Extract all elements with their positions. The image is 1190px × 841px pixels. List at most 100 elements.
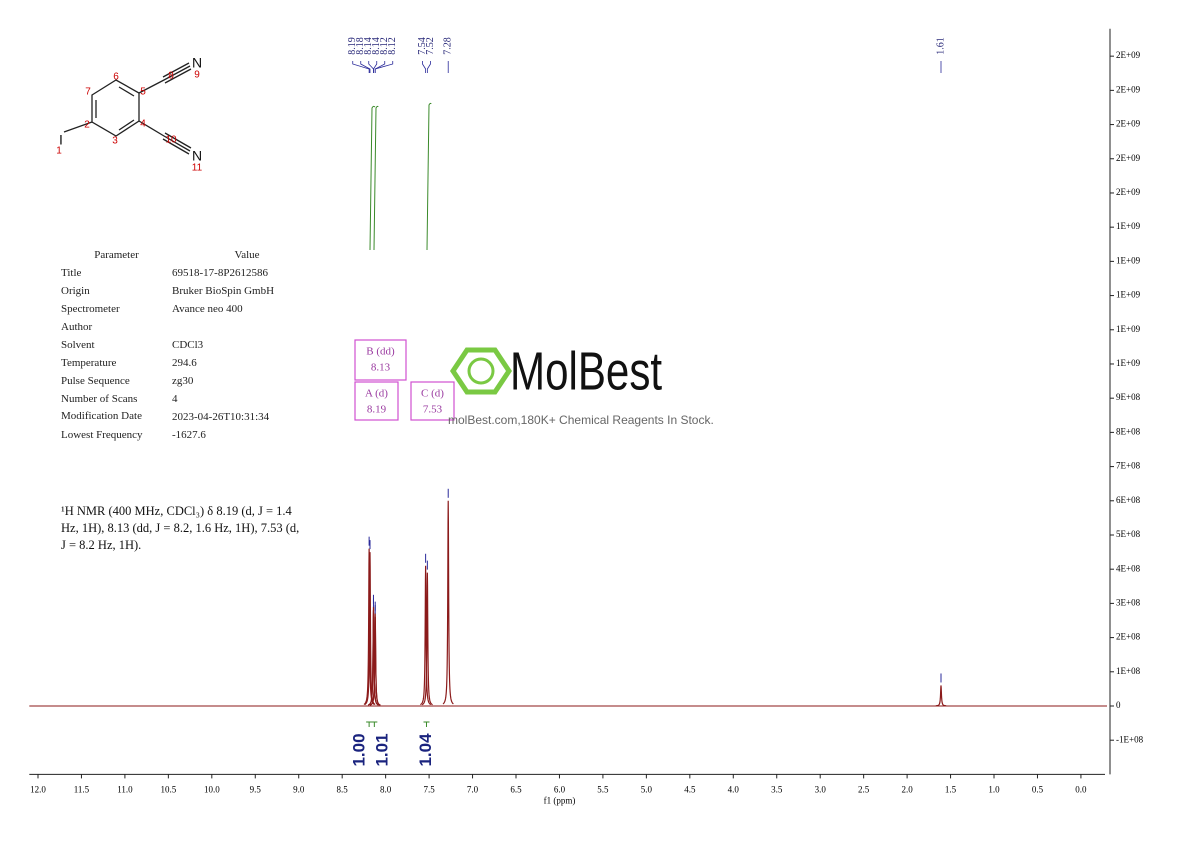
table-key: Origin — [61, 285, 90, 297]
y-tick-label: 0 — [1116, 700, 1121, 710]
iodo-bond — [63, 121, 93, 133]
integration-curves — [369, 102, 432, 251]
watermark-brand: MolBest — [510, 341, 663, 401]
x-tick-label: 3.5 — [771, 784, 783, 794]
table-key: Title — [61, 267, 82, 279]
nitrile-bond — [138, 62, 192, 94]
y-tick-label: 1E+09 — [1116, 221, 1141, 231]
x-tick-label: 9.0 — [293, 784, 305, 794]
x-tick-label: 6.0 — [554, 784, 566, 794]
logo-ring — [467, 357, 495, 385]
x-tick-label: 0.5 — [1032, 784, 1044, 794]
peak — [935, 685, 947, 707]
table-key: Temperature — [61, 357, 117, 369]
y-tick-label: 3E+08 — [1116, 597, 1141, 607]
x-tick-label: 4.5 — [684, 784, 696, 794]
table-key: Lowest Frequency — [61, 429, 143, 441]
atom-number: 6 — [113, 72, 119, 83]
x-tick-label: 2.0 — [901, 784, 913, 794]
x-tick-label: 3.0 — [815, 784, 827, 794]
y-tick-label: 4E+08 — [1116, 563, 1141, 573]
peak-label: 8.14 — [371, 37, 382, 55]
peak-label-leader — [373, 61, 378, 73]
molecule — [63, 62, 192, 155]
x-tick-label: 11.0 — [117, 784, 133, 794]
table-header: Parameter — [94, 249, 139, 261]
x-tick-label: 0.0 — [1075, 784, 1087, 794]
y-tick-label: 1E+08 — [1116, 666, 1141, 676]
y-tick-label: 7E+08 — [1116, 461, 1141, 471]
peak — [368, 610, 379, 706]
table-key: Number of Scans — [61, 393, 138, 405]
y-tick-label: 2E+09 — [1116, 153, 1141, 163]
integral-bracket — [366, 721, 373, 727]
x-tick-label: 12.0 — [30, 784, 46, 794]
table-value: Bruker BioSpin GmbH — [172, 285, 275, 297]
y-tick-label: 6E+08 — [1116, 495, 1141, 505]
peak — [420, 565, 432, 706]
table-key: Spectrometer — [61, 303, 120, 315]
table-value: 4 — [172, 393, 178, 405]
peak-label: 7.52 — [425, 37, 436, 55]
x-tick-label: 2.5 — [858, 784, 870, 794]
table-value: 2023-04-26T10:31:34 — [172, 411, 270, 423]
peak-label: 8.18 — [355, 37, 366, 55]
x-tick-label: 7.5 — [423, 784, 435, 794]
table-key: Modification Date — [61, 410, 142, 422]
watermark-tagline: molBest.com,180K+ Chemical Reagents In S… — [448, 413, 714, 427]
x-tick-label: 6.5 — [510, 784, 522, 794]
y-tick-label: 2E+08 — [1116, 632, 1141, 642]
multiplet-name: C (d) — [421, 388, 444, 400]
nitrile-bond — [138, 120, 192, 155]
x-tick-label: 8.5 — [337, 784, 349, 794]
y-tick-label: 2E+09 — [1116, 119, 1141, 129]
y-tick-label: 1E+09 — [1116, 290, 1141, 300]
atom-number: 2 — [84, 120, 90, 131]
nmr-description: ¹H NMR (400 MHz, CDCl₃) δ 8.19 (d, J = 1… — [61, 504, 300, 552]
peak-label: 1.61 — [935, 37, 946, 55]
table-key: Author — [61, 321, 93, 333]
atom-number: 10 — [165, 135, 177, 146]
integral-curve — [373, 105, 379, 251]
peak-label: 8.12 — [387, 37, 398, 55]
ring-double-bonds — [95, 86, 135, 131]
x-tick-label: 1.5 — [945, 784, 957, 794]
x-tick-label: 5.5 — [597, 784, 609, 794]
table-key: Pulse Sequence — [61, 375, 130, 387]
peak-label-leader — [374, 61, 394, 73]
y-tick-label: 9E+08 — [1116, 392, 1141, 402]
atom-label: I — [59, 132, 63, 148]
x-tick-label: 10.0 — [204, 784, 220, 794]
multiplet-box — [354, 381, 399, 421]
peak-label: 8.12 — [379, 37, 390, 55]
x-tick-label: 4.0 — [728, 784, 740, 794]
table-key: Solvent — [61, 339, 95, 351]
parameter-table: Parameter Value Title 69518-17-8P2612586 Ori… — [61, 246, 322, 444]
atom-number: 1 — [56, 146, 62, 157]
benzene-ring — [91, 79, 140, 137]
table-value: zg30 — [172, 375, 194, 387]
x-tick-label: 9.5 — [250, 784, 262, 794]
peak-label-leader — [422, 61, 427, 73]
x-axis-label: f1 (ppm) — [544, 795, 576, 805]
atom-number: 3 — [112, 136, 118, 147]
integral-curve — [426, 102, 432, 251]
peak-label-leader — [360, 61, 371, 73]
peak-label: 8.19 — [347, 37, 358, 55]
peak-label-leader — [426, 61, 431, 73]
atom-label: N — [192, 148, 202, 164]
x-tick-label: 1.0 — [988, 784, 1000, 794]
peak-label: 7.28 — [443, 37, 454, 55]
multiplet-name: A (d) — [365, 388, 388, 400]
peak — [421, 572, 433, 706]
atom-number: 9 — [194, 70, 200, 81]
peak — [364, 552, 376, 705]
multiplet-shift: 8.19 — [367, 404, 387, 416]
atom-number: 4 — [140, 119, 146, 130]
table-header: Value — [234, 249, 260, 261]
y-tick-label: 8E+08 — [1116, 426, 1141, 436]
y-tick-label: 1E+09 — [1116, 255, 1141, 265]
multiplet-shift: 7.53 — [423, 404, 443, 416]
atom-number: 8 — [168, 71, 174, 82]
